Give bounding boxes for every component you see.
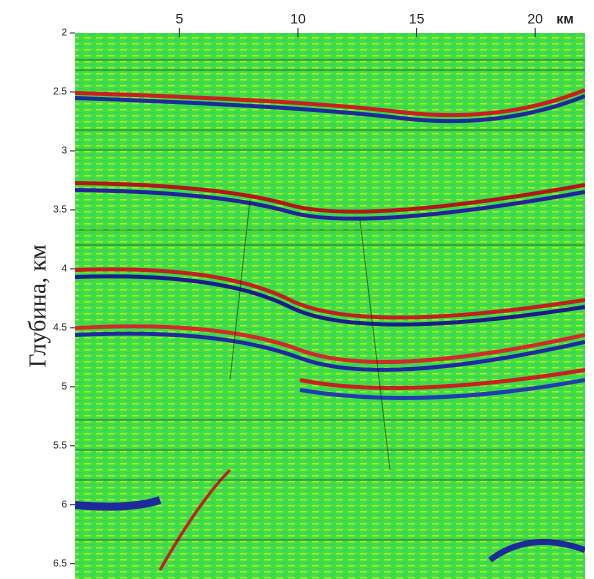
seismic-section: [75, 33, 585, 579]
y-tick-label: 6: [61, 499, 67, 510]
y-tick-label: 3.5: [53, 205, 67, 216]
y-tick-label: 4.5: [53, 322, 67, 333]
y-tick-label: 4: [61, 263, 67, 274]
y-tick-label: 5.5: [53, 440, 67, 451]
y-tick-label: 3: [61, 146, 67, 157]
y-tick-label: 2.5: [53, 87, 67, 98]
x-tick-label: 10: [290, 11, 306, 27]
y-tick-label: 6.5: [53, 558, 67, 569]
x-tick-label: 5: [175, 11, 183, 27]
y-axis-label: Глубина, км: [26, 244, 52, 367]
y-tick-label: 5: [61, 381, 67, 392]
x-axis-label: км: [556, 11, 573, 27]
y-tick-label: 2: [61, 28, 67, 39]
x-tick-label: 15: [409, 11, 425, 27]
x-tick-label: 20: [527, 11, 543, 27]
